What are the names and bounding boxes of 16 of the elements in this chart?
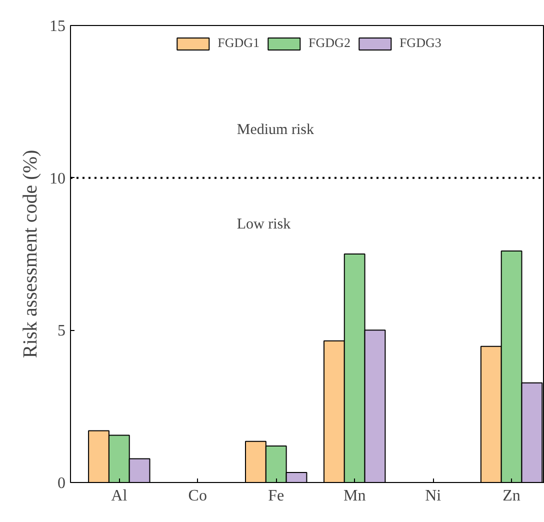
x-tick-label: Fe [268, 488, 284, 504]
legend-label: FGDG1 [218, 35, 260, 51]
y-axis-title: Risk assessment code (%) [20, 150, 42, 358]
x-tick-label: Zn [502, 488, 520, 504]
x-tick-label: Co [188, 488, 207, 504]
annotation: Low risk [236, 216, 292, 233]
annotation: Medium risk [236, 122, 314, 138]
y-tick-label: 0 [58, 475, 66, 492]
y-tick-label: 5 [58, 322, 66, 340]
y-tick-label: 10 [50, 170, 66, 188]
y-tick-label: 15 [50, 18, 66, 35]
x-tick-label: Al [111, 488, 128, 504]
x-tick-label: Mn [343, 488, 366, 504]
x-tick-label: Ni [425, 488, 442, 504]
legend-label: FGDG2 [308, 35, 350, 51]
legend-label: FGDG3 [399, 35, 442, 51]
